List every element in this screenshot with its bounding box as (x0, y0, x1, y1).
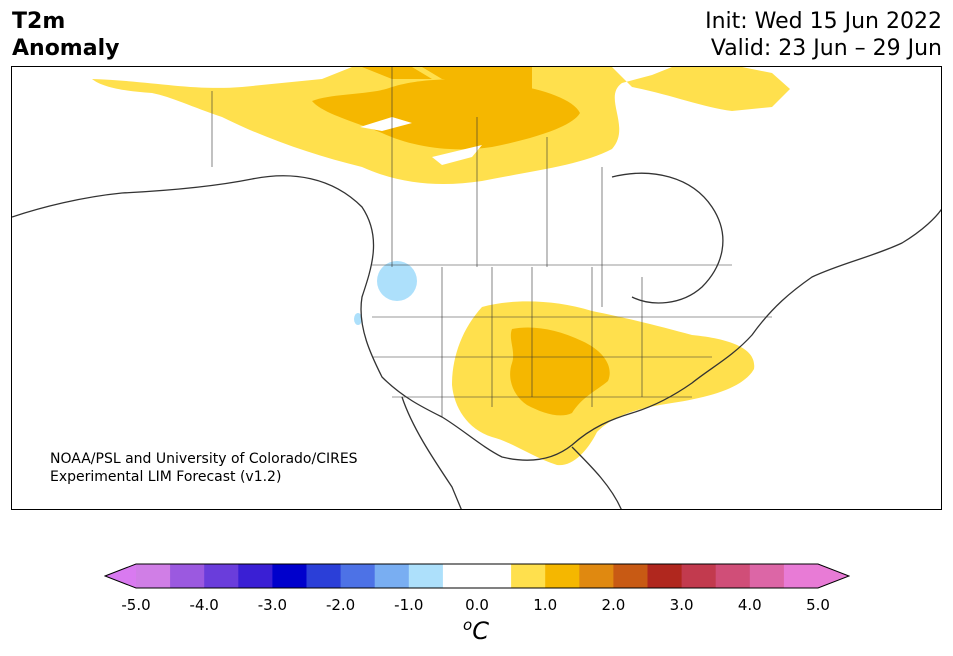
canada-lakes (360, 117, 482, 165)
colorbar-tick-label: 2.0 (601, 596, 626, 614)
colorbar-swatch (783, 564, 819, 588)
cool-anomaly-northwest (377, 261, 417, 301)
credit-text: NOAA/PSL and University of Colorado/CIRE… (50, 450, 358, 486)
colorbar-swatch (511, 564, 546, 588)
colorbar-swatch (613, 564, 648, 588)
credit-line2: Experimental LIM Forecast (v1.2) (50, 469, 282, 485)
colorbar-swatch (238, 564, 273, 588)
colorbar-extend-low (105, 564, 136, 588)
colorbar-swatch (272, 564, 307, 588)
colorbar-swatch (579, 564, 614, 588)
units-base: C (472, 617, 489, 645)
colorbar-swatch (442, 564, 478, 588)
units-degree: o (463, 616, 473, 634)
borders (211, 67, 772, 417)
colorbar-swatch (681, 564, 717, 588)
colorbar-swatch (749, 564, 785, 588)
colorbar-ticks: -5.0 -4.0 -3.0 -2.0 -1.0 0.0 1.0 2.0 3.0 4.0 5.0 (0, 596, 953, 616)
colorbar-tick-label: -5.0 (121, 596, 151, 614)
credit-line1: NOAA/PSL and University of Colorado/CIRE… (50, 451, 358, 467)
map-panel: NOAA/PSL and University of Colorado/CIRE… (11, 66, 942, 510)
colorbar-swatch (170, 564, 205, 588)
title-variable-line2: Anomaly (12, 36, 120, 61)
colorbar-tick-label: 4.0 (737, 596, 762, 614)
forecast-dates: Init: Wed 15 Jun 2022 Valid: 23 Jun – 29… (705, 8, 942, 62)
colorbar-tick-label: 1.0 (533, 596, 558, 614)
colorbar-swatch (340, 564, 376, 588)
colorbar-swatch (408, 564, 444, 588)
colorbar-tick-label: 5.0 (806, 596, 830, 614)
init-date: Init: Wed 15 Jun 2022 (705, 9, 942, 34)
colorbar-swatch (715, 564, 751, 588)
units-label: oC (463, 616, 489, 645)
cool-anomaly-coast (354, 313, 362, 325)
coastlines (12, 172, 941, 509)
title-variable-line1: T2m (12, 9, 66, 34)
valid-range: Valid: 23 Jun – 29 Jun (710, 36, 942, 61)
colorbar-tick-label: -4.0 (189, 596, 219, 614)
colorbar-outline (104, 563, 850, 589)
map-title: T2m Anomaly (12, 8, 119, 62)
colorbar-swatch (545, 564, 580, 588)
colorbar-tick-label: 3.0 (669, 596, 694, 614)
colorbar-swatch (647, 564, 683, 588)
colorbar (104, 563, 850, 589)
colorbar-tick-label: -2.0 (325, 596, 356, 614)
colorbar-tick-label: -3.0 (257, 596, 288, 614)
colorbar-swatch (136, 564, 171, 588)
colorbar-tick-label: -1.0 (394, 596, 424, 614)
colorbar-tick-label: 0.0 (465, 596, 489, 614)
anomaly-map (12, 67, 941, 509)
colorbar-swatch (204, 564, 239, 588)
colorbar-swatch (306, 564, 342, 588)
colorbar-swatch (374, 564, 410, 588)
warm-anomaly-us-medium (510, 327, 610, 416)
colorbar-swatch (477, 564, 512, 588)
colorbar-extend-high (818, 564, 849, 588)
